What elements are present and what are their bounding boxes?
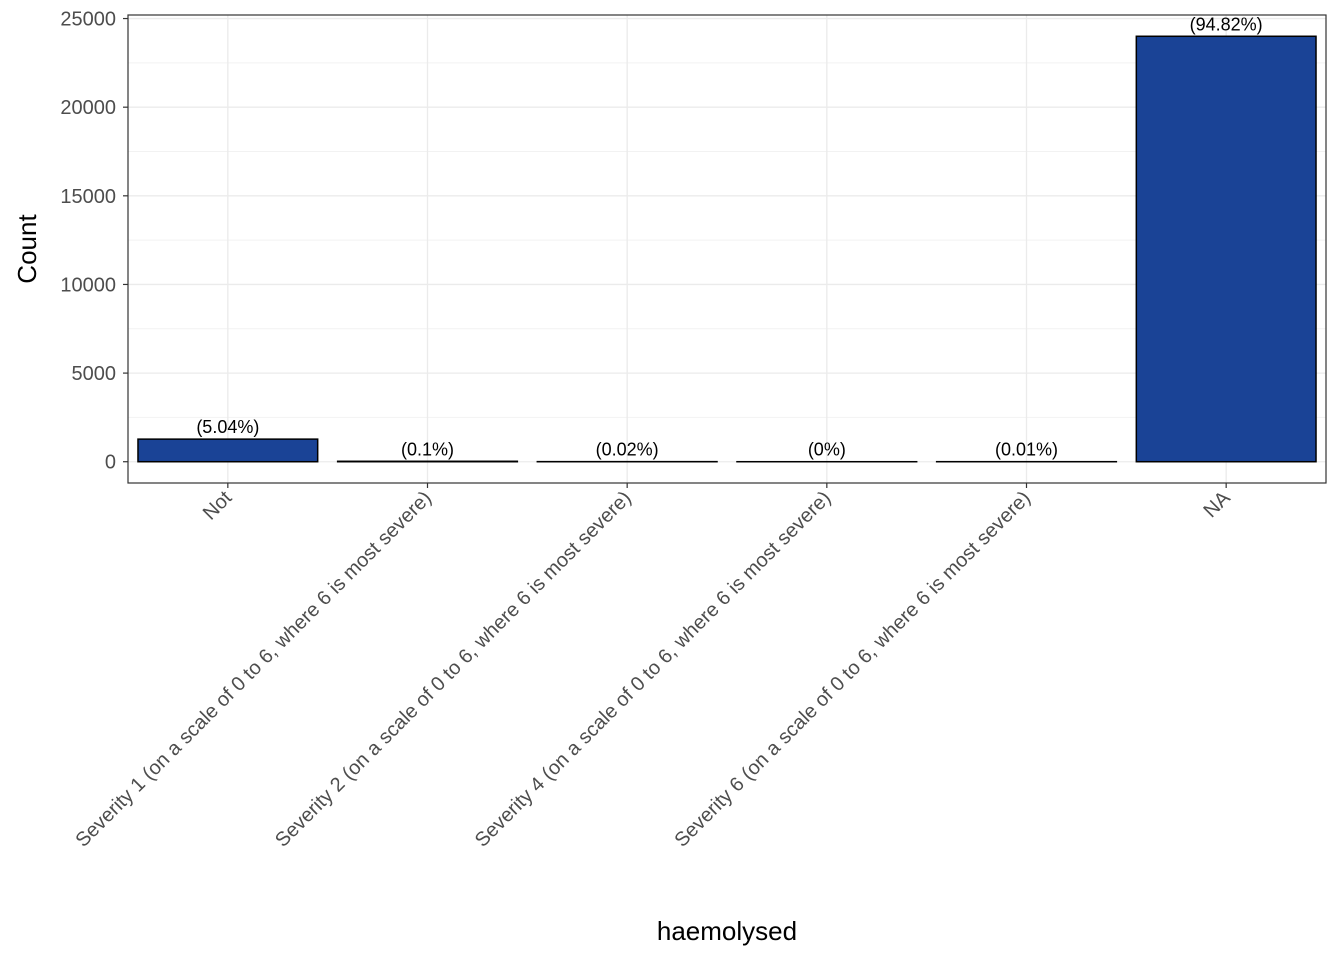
x-tick-label: NA — [1199, 487, 1235, 523]
grid — [128, 15, 1326, 483]
data-label: (5.04%) — [196, 417, 259, 437]
y-axis-title: Count — [12, 214, 42, 284]
data-label: (0.1%) — [401, 439, 454, 459]
data-label: (0.01%) — [995, 440, 1058, 460]
y-tick-label: 5000 — [72, 363, 117, 385]
x-tick-label: Not — [199, 487, 237, 525]
bar — [137, 438, 319, 463]
y-tick-label: 10000 — [60, 274, 116, 296]
data-label: (0.02%) — [596, 440, 659, 460]
x-tick-label: Severity 4 (on a scale of 0 to 6, where … — [471, 487, 836, 852]
x-tick-label: Severity 2 (on a scale of 0 to 6, where … — [271, 487, 636, 852]
y-axis: 0 5000 10000 15000 20000 25000 — [60, 9, 128, 474]
y-tick-label: 20000 — [60, 97, 116, 119]
x-tick-label: Severity 6 (on a scale of 0 to 6, where … — [670, 487, 1035, 852]
x-axis-title: haemolysed — [657, 916, 797, 946]
bar — [1135, 35, 1317, 463]
data-label: (94.82%) — [1190, 14, 1263, 34]
y-tick-label: 25000 — [60, 9, 116, 31]
data-label: (0%) — [808, 440, 846, 460]
x-tick-label: Severity 1 (on a scale of 0 to 6, where … — [71, 487, 436, 852]
y-tick-label: 15000 — [60, 186, 116, 208]
data-labels: (5.04%) (0.1%) (0.02%) (0%) (0.01%) (94.82%) — [196, 14, 1262, 459]
bars — [137, 35, 1317, 463]
y-tick-label: 0 — [105, 452, 116, 474]
panel-border — [127, 14, 1327, 484]
